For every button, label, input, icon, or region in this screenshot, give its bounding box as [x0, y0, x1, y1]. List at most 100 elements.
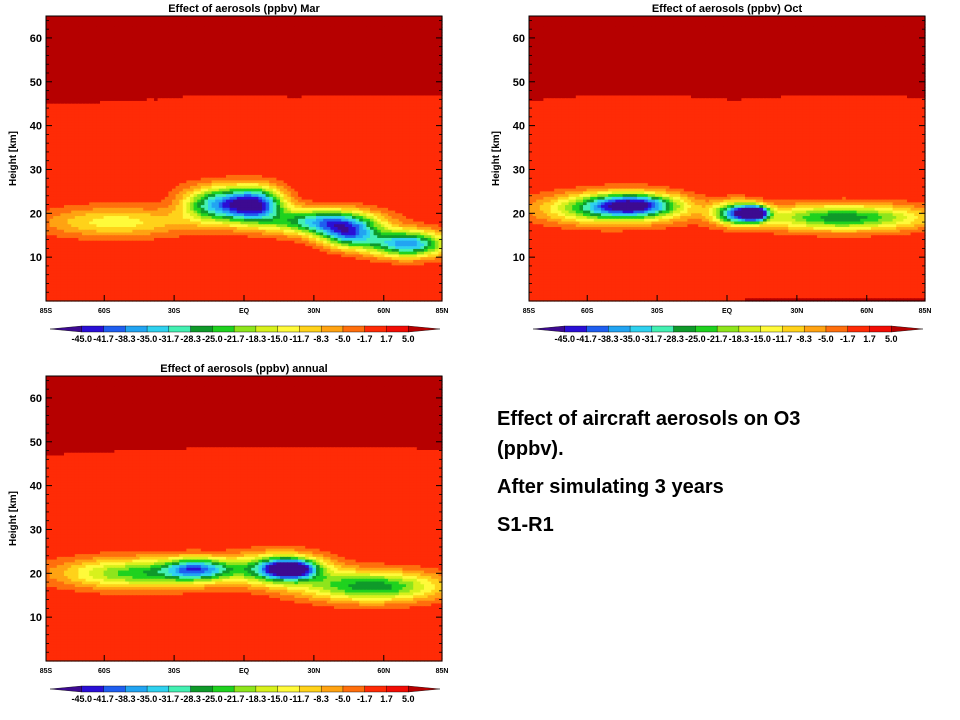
heatmap-cell: [154, 73, 159, 77]
heatmap-cell: [64, 29, 69, 34]
heatmap-cell: [96, 76, 101, 80]
heatmap-cell: [172, 62, 177, 66]
heatmap-cell: [107, 81, 112, 86]
heatmap-cell: [139, 68, 144, 72]
heatmap-cell: [420, 73, 425, 77]
heatmap-cell: [49, 54, 54, 58]
heatmap-cell: [136, 16, 141, 20]
heatmap-cell: [85, 57, 90, 61]
heatmap-cell: [280, 37, 285, 42]
heatmap-cell: [362, 68, 367, 72]
heatmap-cell: [236, 43, 241, 47]
heatmap-cell: [78, 57, 83, 61]
heatmap-cell: [92, 48, 97, 53]
heatmap-cell: [298, 81, 303, 86]
heatmap-cell: [409, 18, 414, 23]
heatmap-cell: [56, 73, 61, 77]
heatmap-cell: [316, 46, 321, 50]
heatmap-cell: [280, 79, 285, 83]
heatmap-cell: [434, 48, 439, 53]
heatmap-cell: [240, 59, 245, 64]
heatmap-cell: [366, 51, 371, 55]
heatmap-cell: [276, 24, 281, 28]
heatmap-cell: [359, 21, 364, 25]
heatmap-cell: [146, 24, 151, 28]
heatmap-cell: [114, 35, 119, 39]
heatmap-cell: [161, 21, 166, 25]
heatmap-cell: [125, 48, 130, 53]
heatmap-cell: [384, 46, 389, 50]
heatmap-cell: [334, 40, 339, 44]
heatmap-cell: [377, 16, 382, 20]
heatmap-cell: [150, 35, 155, 39]
heatmap-cell: [424, 48, 429, 53]
heatmap-cell: [175, 40, 180, 44]
heatmap-cell: [308, 43, 313, 47]
heatmap-cell: [179, 73, 184, 77]
heatmap-cell: [319, 29, 324, 34]
heatmap-cell: [298, 73, 303, 77]
heatmap-cell: [60, 21, 65, 25]
heatmap-cell: [388, 70, 393, 75]
heatmap-cell: [280, 51, 285, 55]
heatmap-cell: [164, 54, 169, 58]
heatmap-cell: [434, 46, 439, 50]
heatmap-cell: [78, 37, 83, 42]
heatmap-cell: [262, 24, 267, 28]
heatmap-cell: [330, 59, 335, 64]
heatmap-cell: [341, 37, 346, 42]
heatmap-cell: [103, 68, 108, 72]
heatmap-cell: [56, 46, 61, 50]
heatmap-cell: [82, 35, 87, 39]
heatmap-cell: [168, 81, 173, 86]
heatmap-cell: [150, 46, 155, 50]
heatmap-cell: [89, 81, 94, 86]
heatmap-cell: [85, 76, 90, 80]
heatmap-cell: [175, 21, 180, 25]
heatmap-cell: [334, 70, 339, 75]
heatmap-cell: [92, 16, 97, 20]
heatmap-cell: [362, 51, 367, 55]
heatmap-cell: [143, 26, 148, 31]
heatmap-cell: [334, 18, 339, 23]
heatmap-cell: [139, 79, 144, 83]
heatmap-cell: [420, 62, 425, 66]
heatmap-cell: [413, 48, 418, 53]
heatmap-cell: [128, 40, 133, 44]
heatmap-cell: [121, 37, 126, 42]
heatmap-cell: [215, 70, 220, 75]
heatmap-cell: [341, 43, 346, 47]
heatmap-field: [46, 16, 443, 302]
heatmap-cell: [92, 59, 97, 64]
heatmap-cell: [312, 35, 317, 39]
heatmap-cell: [146, 37, 151, 42]
heatmap-cell: [348, 70, 353, 75]
heatmap-cell: [316, 73, 321, 77]
heatmap-cell: [388, 21, 393, 25]
heatmap-cell: [164, 70, 169, 75]
heatmap-cell: [240, 51, 245, 55]
heatmap-cell: [218, 35, 223, 39]
heatmap-cell: [229, 35, 234, 39]
heatmap-cell: [175, 32, 180, 36]
heatmap-cell: [244, 70, 249, 75]
heatmap-cell: [157, 40, 162, 44]
heatmap-cell: [236, 65, 241, 69]
heatmap-cell: [107, 68, 112, 72]
heatmap-cell: [64, 40, 69, 44]
heatmap-cell: [82, 21, 87, 25]
heatmap-cell: [341, 68, 346, 72]
heatmap-cell: [186, 62, 191, 66]
heatmap-cell: [136, 43, 141, 47]
heatmap-cell: [85, 65, 90, 69]
heatmap-cell: [74, 62, 79, 66]
heatmap-cell: [240, 35, 245, 39]
heatmap-cell: [344, 54, 349, 58]
heatmap-cell: [179, 54, 184, 58]
heatmap-cell: [323, 32, 328, 36]
heatmap-cell: [301, 81, 306, 86]
heatmap-cell: [301, 51, 306, 55]
heatmap-cell: [114, 21, 119, 25]
heatmap-cell: [143, 48, 148, 53]
heatmap-cell: [247, 18, 252, 23]
